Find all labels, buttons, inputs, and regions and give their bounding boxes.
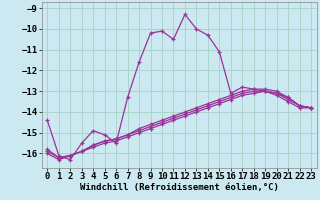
X-axis label: Windchill (Refroidissement éolien,°C): Windchill (Refroidissement éolien,°C) [80, 183, 279, 192]
